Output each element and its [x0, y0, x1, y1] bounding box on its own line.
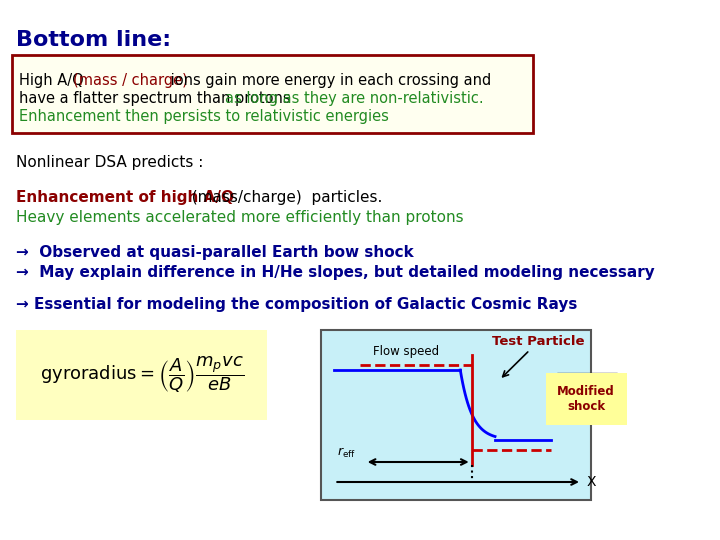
- Text: Bottom line:: Bottom line:: [16, 30, 171, 50]
- Text: Modified
shock: Modified shock: [557, 385, 615, 413]
- FancyBboxPatch shape: [12, 55, 534, 133]
- Text: $\mathrm{gyroradius} = \left(\dfrac{A}{Q}\right)\dfrac{m_p v c}{e B}$: $\mathrm{gyroradius} = \left(\dfrac{A}{Q…: [40, 355, 243, 395]
- Text: → Essential for modeling the composition of Galactic Cosmic Rays: → Essential for modeling the composition…: [16, 297, 577, 312]
- Text: (mass/charge)  particles.: (mass/charge) particles.: [182, 190, 383, 205]
- Text: Flow speed: Flow speed: [374, 345, 440, 358]
- FancyBboxPatch shape: [16, 330, 268, 420]
- Text: Enhancement then persists to relativistic energies: Enhancement then persists to relativisti…: [19, 109, 389, 124]
- Text: Test Particle: Test Particle: [492, 335, 585, 348]
- Text: $r_\mathrm{eff}$: $r_\mathrm{eff}$: [337, 446, 356, 460]
- Text: as long as they are non-relativistic.: as long as they are non-relativistic.: [225, 91, 484, 106]
- FancyBboxPatch shape: [321, 330, 590, 500]
- Text: ions gain more energy in each crossing and: ions gain more energy in each crossing a…: [166, 73, 491, 88]
- Text: High A/Q: High A/Q: [19, 73, 89, 88]
- Text: →  May explain difference in H/He slopes, but detailed modeling necessary: → May explain difference in H/He slopes,…: [16, 265, 654, 280]
- Text: Heavy elements accelerated more efficiently than protons: Heavy elements accelerated more efficien…: [16, 210, 463, 225]
- FancyBboxPatch shape: [557, 373, 616, 417]
- Text: (mass / charge): (mass / charge): [73, 73, 188, 88]
- Text: Nonlinear DSA predicts :: Nonlinear DSA predicts :: [16, 155, 203, 170]
- Text: X: X: [586, 475, 595, 489]
- Text: Enhancement of high A/Q: Enhancement of high A/Q: [16, 190, 233, 205]
- Text: →  Observed at quasi-parallel Earth bow shock: → Observed at quasi-parallel Earth bow s…: [16, 245, 413, 260]
- Text: have a flatter spectrum than protons: have a flatter spectrum than protons: [19, 91, 295, 106]
